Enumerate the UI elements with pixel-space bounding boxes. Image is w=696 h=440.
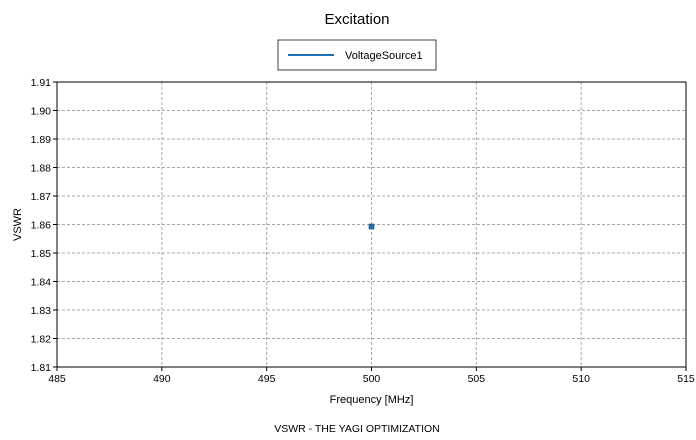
- y-tick-label: 1.86: [31, 220, 52, 232]
- series-layer: [368, 223, 375, 230]
- y-tick-label: 1.90: [31, 106, 52, 118]
- y-axis-label: VSWR: [12, 208, 24, 241]
- legend-label: VoltageSource1: [345, 50, 423, 62]
- y-tick-label: 1.82: [31, 334, 52, 346]
- chart-caption: VSWR - THE YAGI OPTIMIZATION: [274, 423, 439, 435]
- x-tick-label: 485: [48, 373, 66, 385]
- x-tick-label: 510: [572, 373, 590, 385]
- x-tick-label: 505: [468, 373, 486, 385]
- y-tick-label: 1.88: [31, 163, 52, 175]
- legend: VoltageSource1: [277, 39, 437, 71]
- grid-lines: [57, 82, 686, 367]
- y-tick-label: 1.89: [31, 134, 52, 146]
- x-tick-label: 500: [363, 373, 381, 385]
- chart-title: Excitation: [324, 11, 389, 28]
- x-tick-label: 495: [258, 373, 276, 385]
- y-tick-label: 1.81: [31, 362, 52, 374]
- y-tick-label: 1.83: [31, 305, 52, 317]
- x-tick-label: 490: [153, 373, 171, 385]
- y-tick-label: 1.91: [31, 77, 52, 89]
- y-tick-label: 1.84: [31, 277, 52, 289]
- y-tick-label: 1.87: [31, 191, 52, 203]
- x-axis-ticks: 485 490 495 500 505 510 515: [48, 367, 695, 385]
- x-axis-label: Frequency [MHz]: [330, 394, 414, 406]
- x-tick-label: 515: [677, 373, 695, 385]
- y-axis-ticks: 1.81 1.82 1.83 1.84 1.85 1.86 1.87 1.88 1.89 1.90…: [31, 77, 57, 374]
- y-tick-label: 1.85: [31, 248, 52, 260]
- data-point: [368, 223, 375, 230]
